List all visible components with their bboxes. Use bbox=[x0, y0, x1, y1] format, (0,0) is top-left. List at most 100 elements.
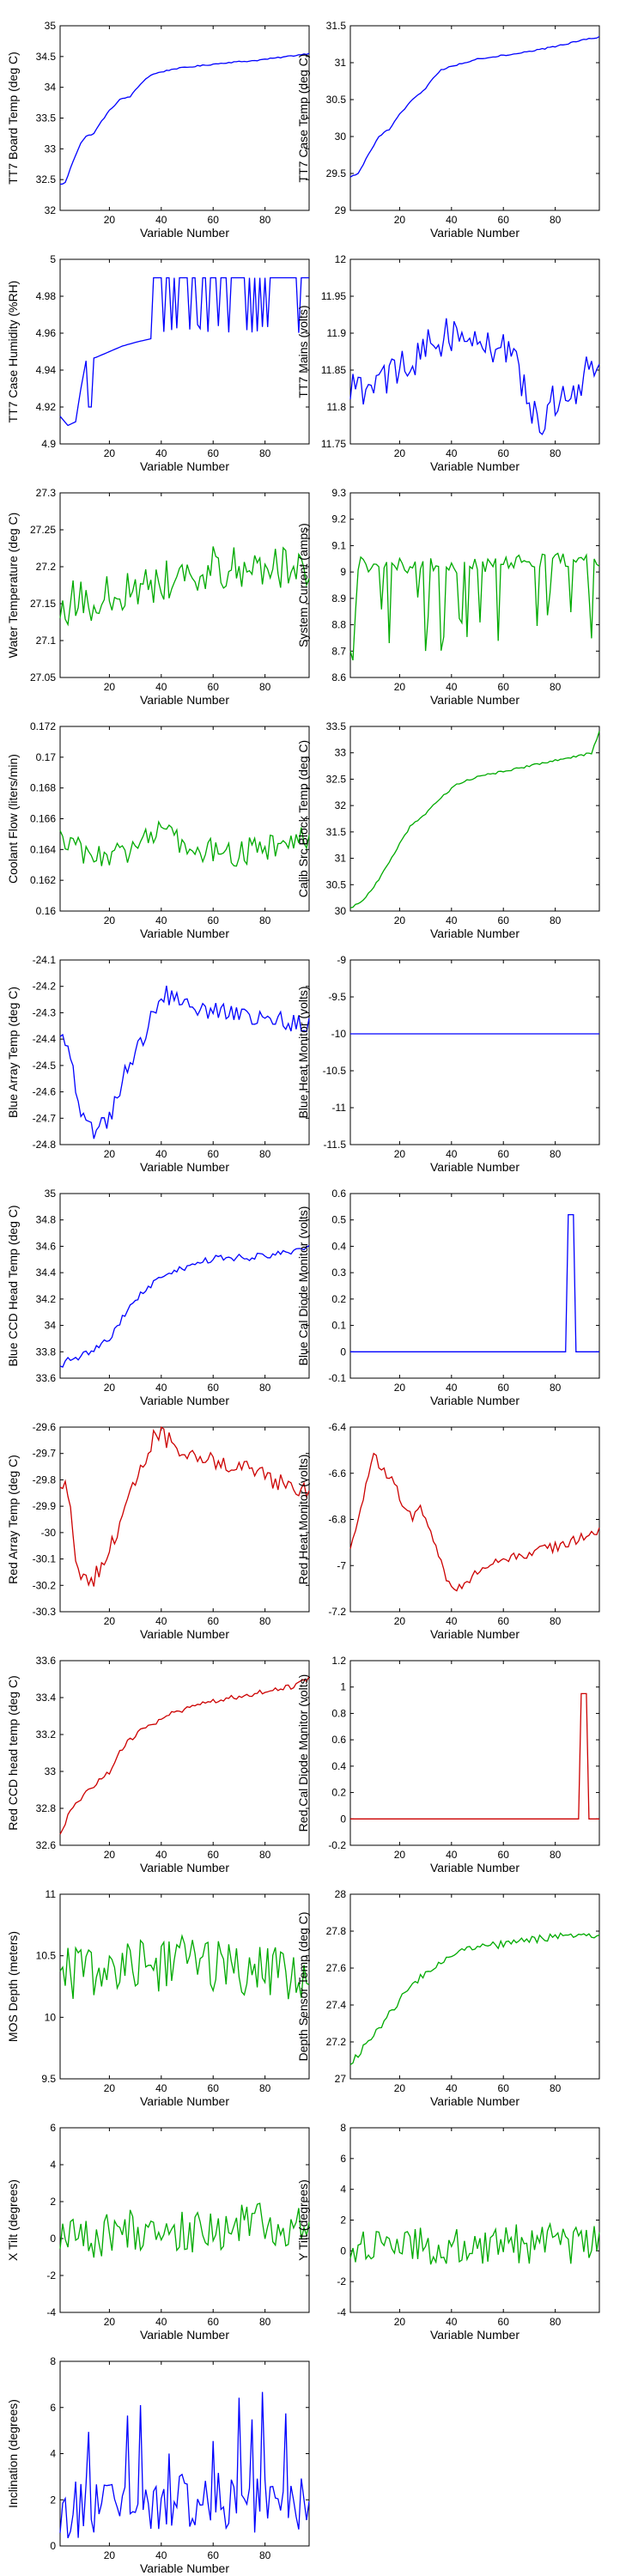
y-tick-label: 6 bbox=[340, 2153, 346, 2165]
y-tick-label: 27.25 bbox=[30, 524, 56, 536]
y-tick-label: 27.15 bbox=[30, 598, 56, 610]
x-axis-label: Variable Number bbox=[430, 927, 519, 940]
y-tick-label: -24.8 bbox=[33, 1139, 57, 1151]
x-tick-label: 20 bbox=[104, 214, 116, 226]
y-tick-label: 8.9 bbox=[331, 592, 346, 605]
x-tick-label: 20 bbox=[394, 1615, 406, 1627]
series-line bbox=[349, 1932, 600, 2066]
y-tick-label: 4 bbox=[50, 2448, 56, 2460]
x-tick-label: 20 bbox=[394, 214, 406, 226]
y-tick-label: -24.4 bbox=[33, 1033, 57, 1045]
x-tick-label: 80 bbox=[550, 1382, 562, 1394]
x-tick-label: 40 bbox=[446, 2082, 458, 2094]
y-tick-label: 34.8 bbox=[36, 1214, 57, 1226]
y-tick-label: 4.9 bbox=[41, 438, 56, 450]
x-tick-label: 40 bbox=[446, 214, 458, 226]
y-tick-label: 10 bbox=[45, 2011, 57, 2023]
x-tick-label: 60 bbox=[208, 2549, 220, 2561]
y-axis-label: Coolant Flow (liters/min) bbox=[6, 754, 20, 884]
x-tick-label: 60 bbox=[498, 447, 510, 459]
x-tick-label: 20 bbox=[104, 2549, 116, 2561]
series-line bbox=[350, 1213, 599, 1352]
x-axis-label: Variable Number bbox=[430, 2328, 519, 2342]
y-tick-label: 31 bbox=[335, 853, 347, 865]
y-tick-label: 33 bbox=[335, 747, 347, 759]
x-tick-label: 20 bbox=[394, 2082, 406, 2094]
series-line bbox=[59, 52, 310, 185]
x-tick-label: 20 bbox=[394, 447, 406, 459]
x-tick-label: 20 bbox=[394, 1148, 406, 1160]
y-tick-label: 33.8 bbox=[36, 1346, 57, 1358]
x-tick-label: 40 bbox=[155, 681, 167, 693]
y-tick-label: 2 bbox=[340, 2215, 346, 2227]
y-tick-label: -24.1 bbox=[33, 954, 57, 966]
plot-frame bbox=[59, 726, 310, 912]
series-line bbox=[59, 546, 310, 627]
y-tick-label: 11.85 bbox=[321, 364, 346, 376]
series-line bbox=[59, 1676, 310, 1835]
y-tick-label: 0 bbox=[340, 2245, 346, 2257]
x-tick-label: 40 bbox=[155, 1849, 167, 1861]
y-tick-label: 0.17 bbox=[36, 751, 57, 763]
x-axis-label: Variable Number bbox=[140, 693, 229, 707]
x-tick-label: 40 bbox=[446, 1382, 458, 1394]
x-tick-label: 40 bbox=[155, 214, 167, 226]
x-tick-label: 40 bbox=[446, 1615, 458, 1627]
y-tick-label: 6 bbox=[50, 2122, 56, 2134]
x-tick-label: 40 bbox=[155, 914, 167, 927]
plot-frame bbox=[59, 2360, 310, 2547]
x-tick-label: 20 bbox=[104, 914, 116, 927]
y-tick-label: 0 bbox=[50, 2540, 56, 2552]
y-tick-label: -29.9 bbox=[33, 1500, 57, 1512]
y-axis-label: Red Array Temp (deg C) bbox=[6, 1455, 20, 1584]
y-tick-label: 30.5 bbox=[326, 878, 347, 890]
y-tick-label: 0.164 bbox=[30, 843, 56, 855]
x-tick-label: 60 bbox=[208, 2316, 220, 2328]
x-tick-label: 20 bbox=[104, 1148, 116, 1160]
y-tick-label: -24.7 bbox=[33, 1112, 57, 1124]
y-tick-label: 0.3 bbox=[331, 1267, 346, 1279]
y-tick-label: 4.94 bbox=[36, 364, 57, 376]
plot-frame bbox=[59, 25, 310, 211]
x-tick-label: 40 bbox=[155, 1615, 167, 1627]
y-tick-label: -11.5 bbox=[324, 1139, 347, 1151]
y-tick-label: 11 bbox=[46, 1888, 57, 1900]
x-tick-label: 80 bbox=[550, 2316, 562, 2328]
x-tick-label: 60 bbox=[498, 1382, 510, 1394]
x-tick-label: 80 bbox=[259, 2316, 271, 2328]
y-tick-label: 31.5 bbox=[326, 20, 347, 32]
x-tick-label: 40 bbox=[155, 447, 167, 459]
series-line bbox=[349, 1452, 600, 1592]
y-tick-label: 8.6 bbox=[331, 671, 346, 683]
x-tick-label: 80 bbox=[259, 2549, 271, 2561]
y-tick-label: 4.98 bbox=[36, 290, 57, 302]
y-tick-label: 0.2 bbox=[331, 1787, 346, 1799]
x-axis-label: Variable Number bbox=[430, 459, 519, 473]
y-tick-label: 27.6 bbox=[326, 1962, 347, 1974]
x-tick-label: 60 bbox=[498, 1615, 510, 1627]
series-line bbox=[59, 1934, 310, 2000]
x-tick-label: 60 bbox=[498, 914, 510, 927]
y-tick-label: 5 bbox=[50, 253, 56, 265]
y-tick-label: -2 bbox=[337, 2275, 346, 2287]
y-axis-label: TT7 Case Humidity (%RH) bbox=[6, 281, 20, 423]
x-tick-label: 60 bbox=[208, 914, 220, 927]
y-tick-label: 4 bbox=[340, 2184, 346, 2196]
y-tick-label: -30 bbox=[41, 1527, 57, 1539]
y-tick-label: 11.9 bbox=[327, 327, 347, 339]
y-tick-label: 8 bbox=[340, 2122, 346, 2134]
y-tick-label: 0.6 bbox=[331, 1734, 346, 1746]
series-line bbox=[350, 1692, 599, 1820]
y-axis-label: Red CCD head temp (deg C) bbox=[6, 1675, 20, 1831]
